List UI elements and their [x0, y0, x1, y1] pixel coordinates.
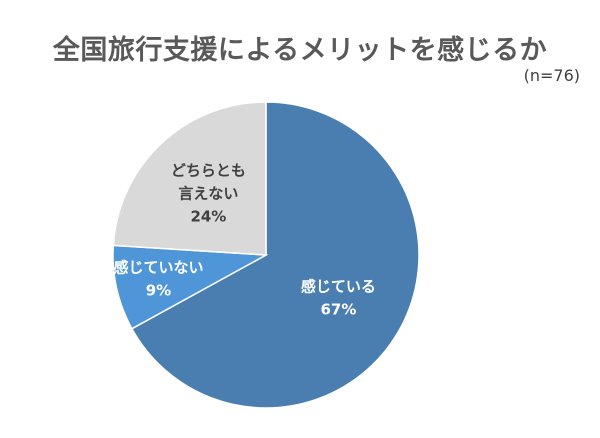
pie-slice-0: [130, 101, 420, 409]
slice-value-label-1: 9%: [146, 282, 171, 300]
slice-category-label-2: 言えない: [178, 185, 238, 203]
slice-category-label-1: 感じていない: [113, 259, 203, 277]
slice-value-label-0: 67%: [320, 300, 356, 318]
pie-slices: [112, 101, 420, 409]
pie-slice-1: [112, 244, 269, 330]
slice-value-label-2: 24%: [190, 208, 226, 226]
slice-category-label-0: 感じている: [301, 277, 376, 295]
pie-slice-2: [112, 101, 267, 256]
chart-subtitle: (n=76): [523, 66, 580, 85]
chart-title: 全国旅行支援によるメリットを感じるか: [52, 35, 548, 66]
slice-category-label-2: どちらとも: [171, 162, 246, 180]
